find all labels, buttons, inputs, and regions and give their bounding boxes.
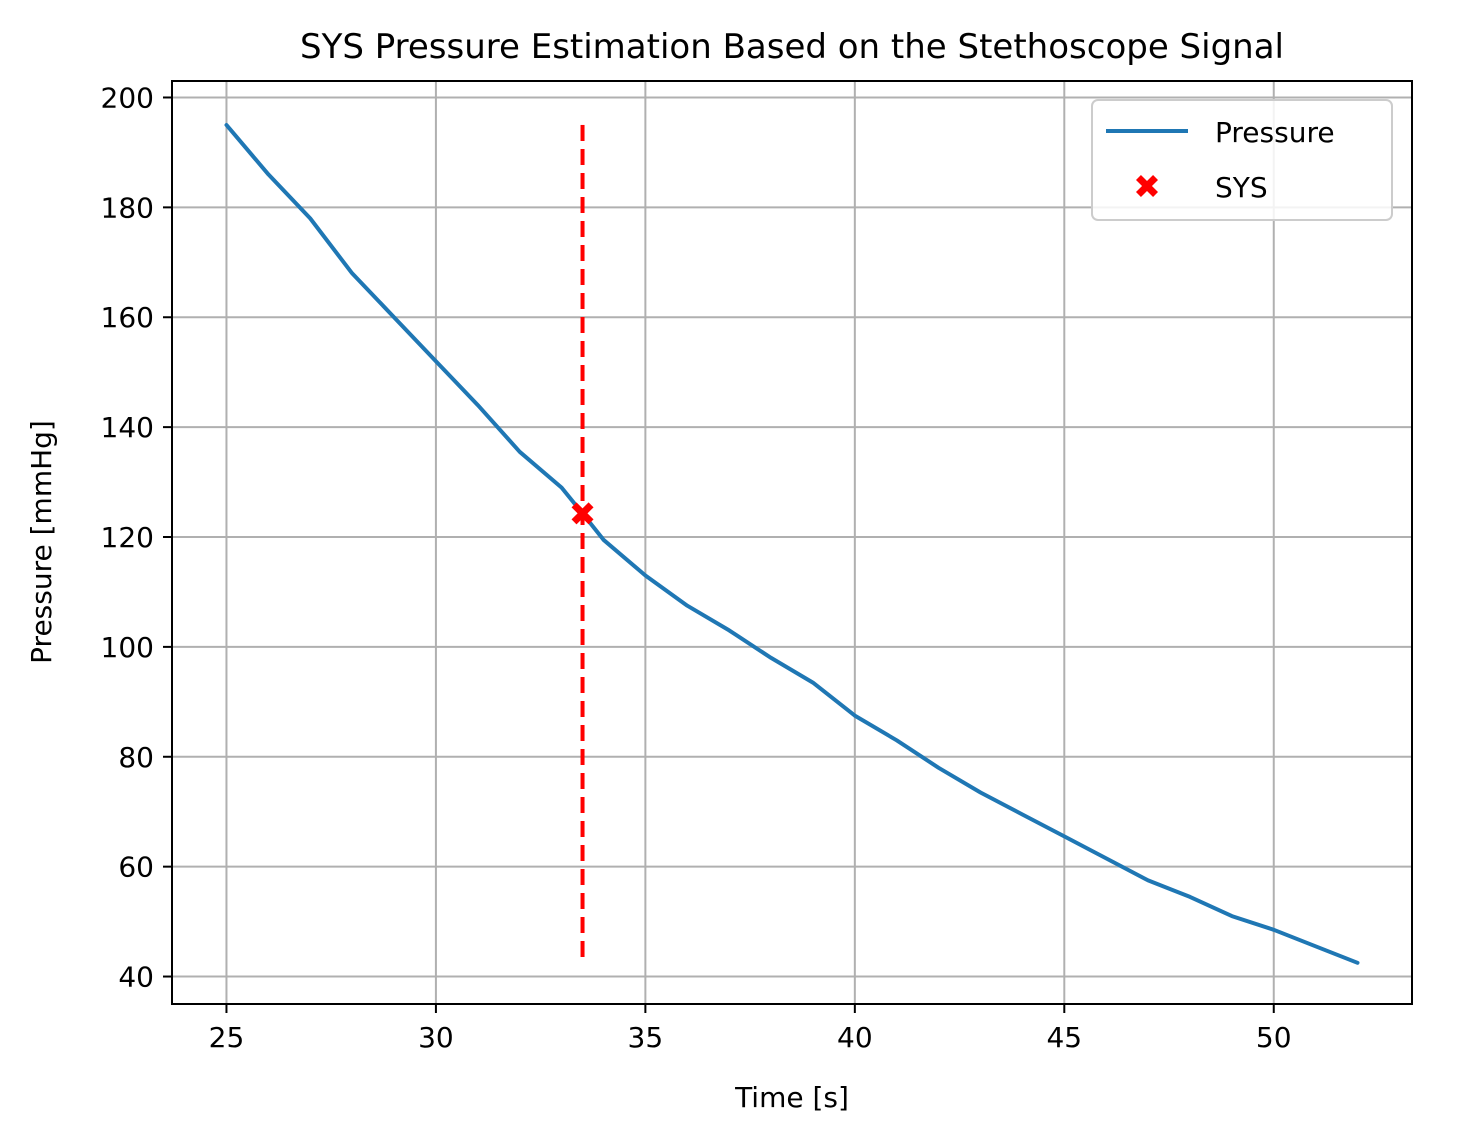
x-axis-label: Time [s]	[734, 1081, 849, 1114]
y-tick-label: 180	[101, 191, 154, 224]
x-tick-label: 50	[1256, 1021, 1292, 1054]
y-tick-label: 60	[118, 851, 154, 884]
legend: Pressure SYS	[1091, 99, 1393, 221]
y-tick-label: 140	[101, 411, 154, 444]
chart-title: SYS Pressure Estimation Based on the Ste…	[300, 27, 1284, 67]
y-tick-label: 160	[101, 301, 154, 334]
legend-pressure-label: Pressure	[1215, 116, 1335, 149]
x-tick-label: 25	[209, 1021, 245, 1054]
axes-frame	[171, 80, 1413, 1005]
x-tick-label: 45	[1046, 1021, 1082, 1054]
x-tick-label: 30	[418, 1021, 454, 1054]
y-axis-label: Pressure [mmHg]	[25, 420, 58, 664]
grid	[172, 81, 1412, 1004]
y-tick-label: 100	[101, 631, 154, 664]
y-tick-label: 40	[118, 961, 154, 994]
sys-marker	[571, 502, 594, 525]
x-tick-label: 40	[837, 1021, 873, 1054]
legend-sys-label: SYS	[1215, 171, 1268, 204]
legend-sys-x	[1136, 175, 1158, 197]
pressure-line	[224, 123, 1360, 965]
y-tick-label: 120	[101, 521, 154, 554]
y-tick-label: 80	[118, 741, 154, 774]
legend-sys-marker	[1136, 175, 1158, 197]
ticks: 25 30 35 40 45 50 40 60 80 100 120 140 160 180 200	[101, 81, 1292, 1054]
x-tick-label: 35	[628, 1021, 664, 1054]
y-tick-label: 200	[101, 81, 154, 114]
plot-area	[224, 123, 1360, 965]
